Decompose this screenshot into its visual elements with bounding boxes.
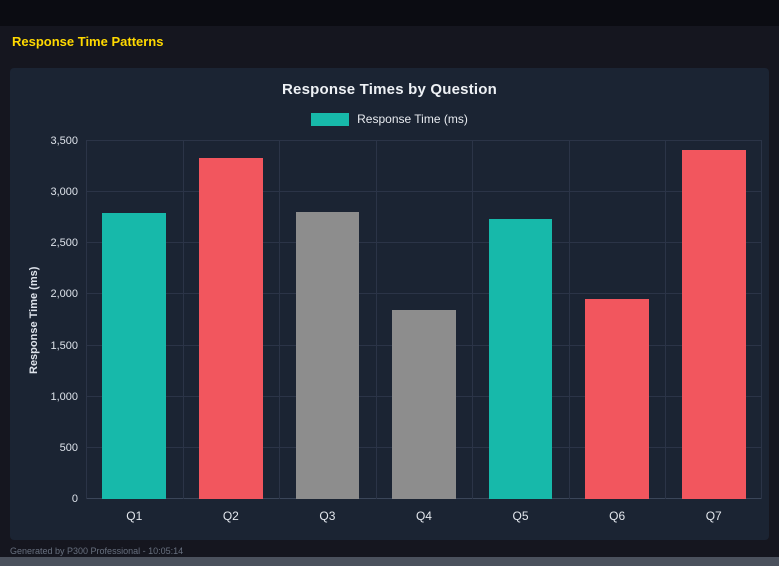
chart-panel: Response Times by Question Response Time… xyxy=(10,68,769,540)
h-gridline xyxy=(86,293,762,295)
window-top-strip xyxy=(0,0,779,26)
y-tick-label: 1,500 xyxy=(50,339,78,352)
y-tick-label: 2,500 xyxy=(50,237,78,250)
x-axis-ticks: Q1 Q2 Q3 Q4 Q5 Q6 Q7 xyxy=(86,505,762,525)
chart-legend[interactable]: Response Time (ms) xyxy=(10,112,769,126)
chart-title: Response Times by Question xyxy=(282,81,497,98)
bar-q2[interactable] xyxy=(198,158,263,499)
x-tick-label: Q6 xyxy=(609,509,626,523)
page-title: Response Time Patterns xyxy=(12,34,164,49)
bar-q7[interactable] xyxy=(681,150,746,499)
y-tick-label: 2,000 xyxy=(50,288,78,301)
bar-q6[interactable] xyxy=(585,298,649,499)
y-axis-ticks: 0 500 1,000 1,500 2,000 2,500 3,000 3,500 xyxy=(40,135,86,505)
v-gridline xyxy=(665,141,667,499)
v-gridline xyxy=(86,141,87,499)
h-gridline xyxy=(86,191,762,193)
bottom-bar xyxy=(0,557,779,566)
v-gridline xyxy=(279,141,281,499)
v-gridline xyxy=(182,141,184,499)
x-tick-label: Q5 xyxy=(512,509,529,523)
legend-swatch xyxy=(311,112,350,126)
h-gridline xyxy=(86,242,762,244)
y-tick-label: 3,000 xyxy=(50,186,78,199)
legend-label: Response Time (ms) xyxy=(357,112,468,126)
footer-text: Generated by P300 Professional - 10:05:1… xyxy=(10,546,184,556)
v-gridline xyxy=(761,141,762,499)
v-gridline xyxy=(375,141,377,499)
v-gridline xyxy=(568,141,570,499)
h-gridline xyxy=(86,140,762,141)
x-tick-label: Q7 xyxy=(705,509,722,523)
v-gridline xyxy=(472,141,474,499)
x-tick-label: Q3 xyxy=(319,509,336,523)
bar-q5[interactable] xyxy=(488,218,553,499)
x-tick-label: Q1 xyxy=(126,509,143,523)
bar-q1[interactable] xyxy=(102,212,167,499)
plot-area xyxy=(86,140,762,499)
x-tick-label: Q4 xyxy=(415,509,432,523)
bar-q3[interactable] xyxy=(295,211,360,499)
y-tick-label: 500 xyxy=(59,441,78,454)
bar-q4[interactable] xyxy=(392,309,456,499)
y-tick-label: 3,500 xyxy=(50,135,78,147)
x-tick-label: Q2 xyxy=(222,509,239,523)
y-tick-label: 0 xyxy=(71,493,78,505)
y-tick-label: 1,000 xyxy=(50,390,78,403)
